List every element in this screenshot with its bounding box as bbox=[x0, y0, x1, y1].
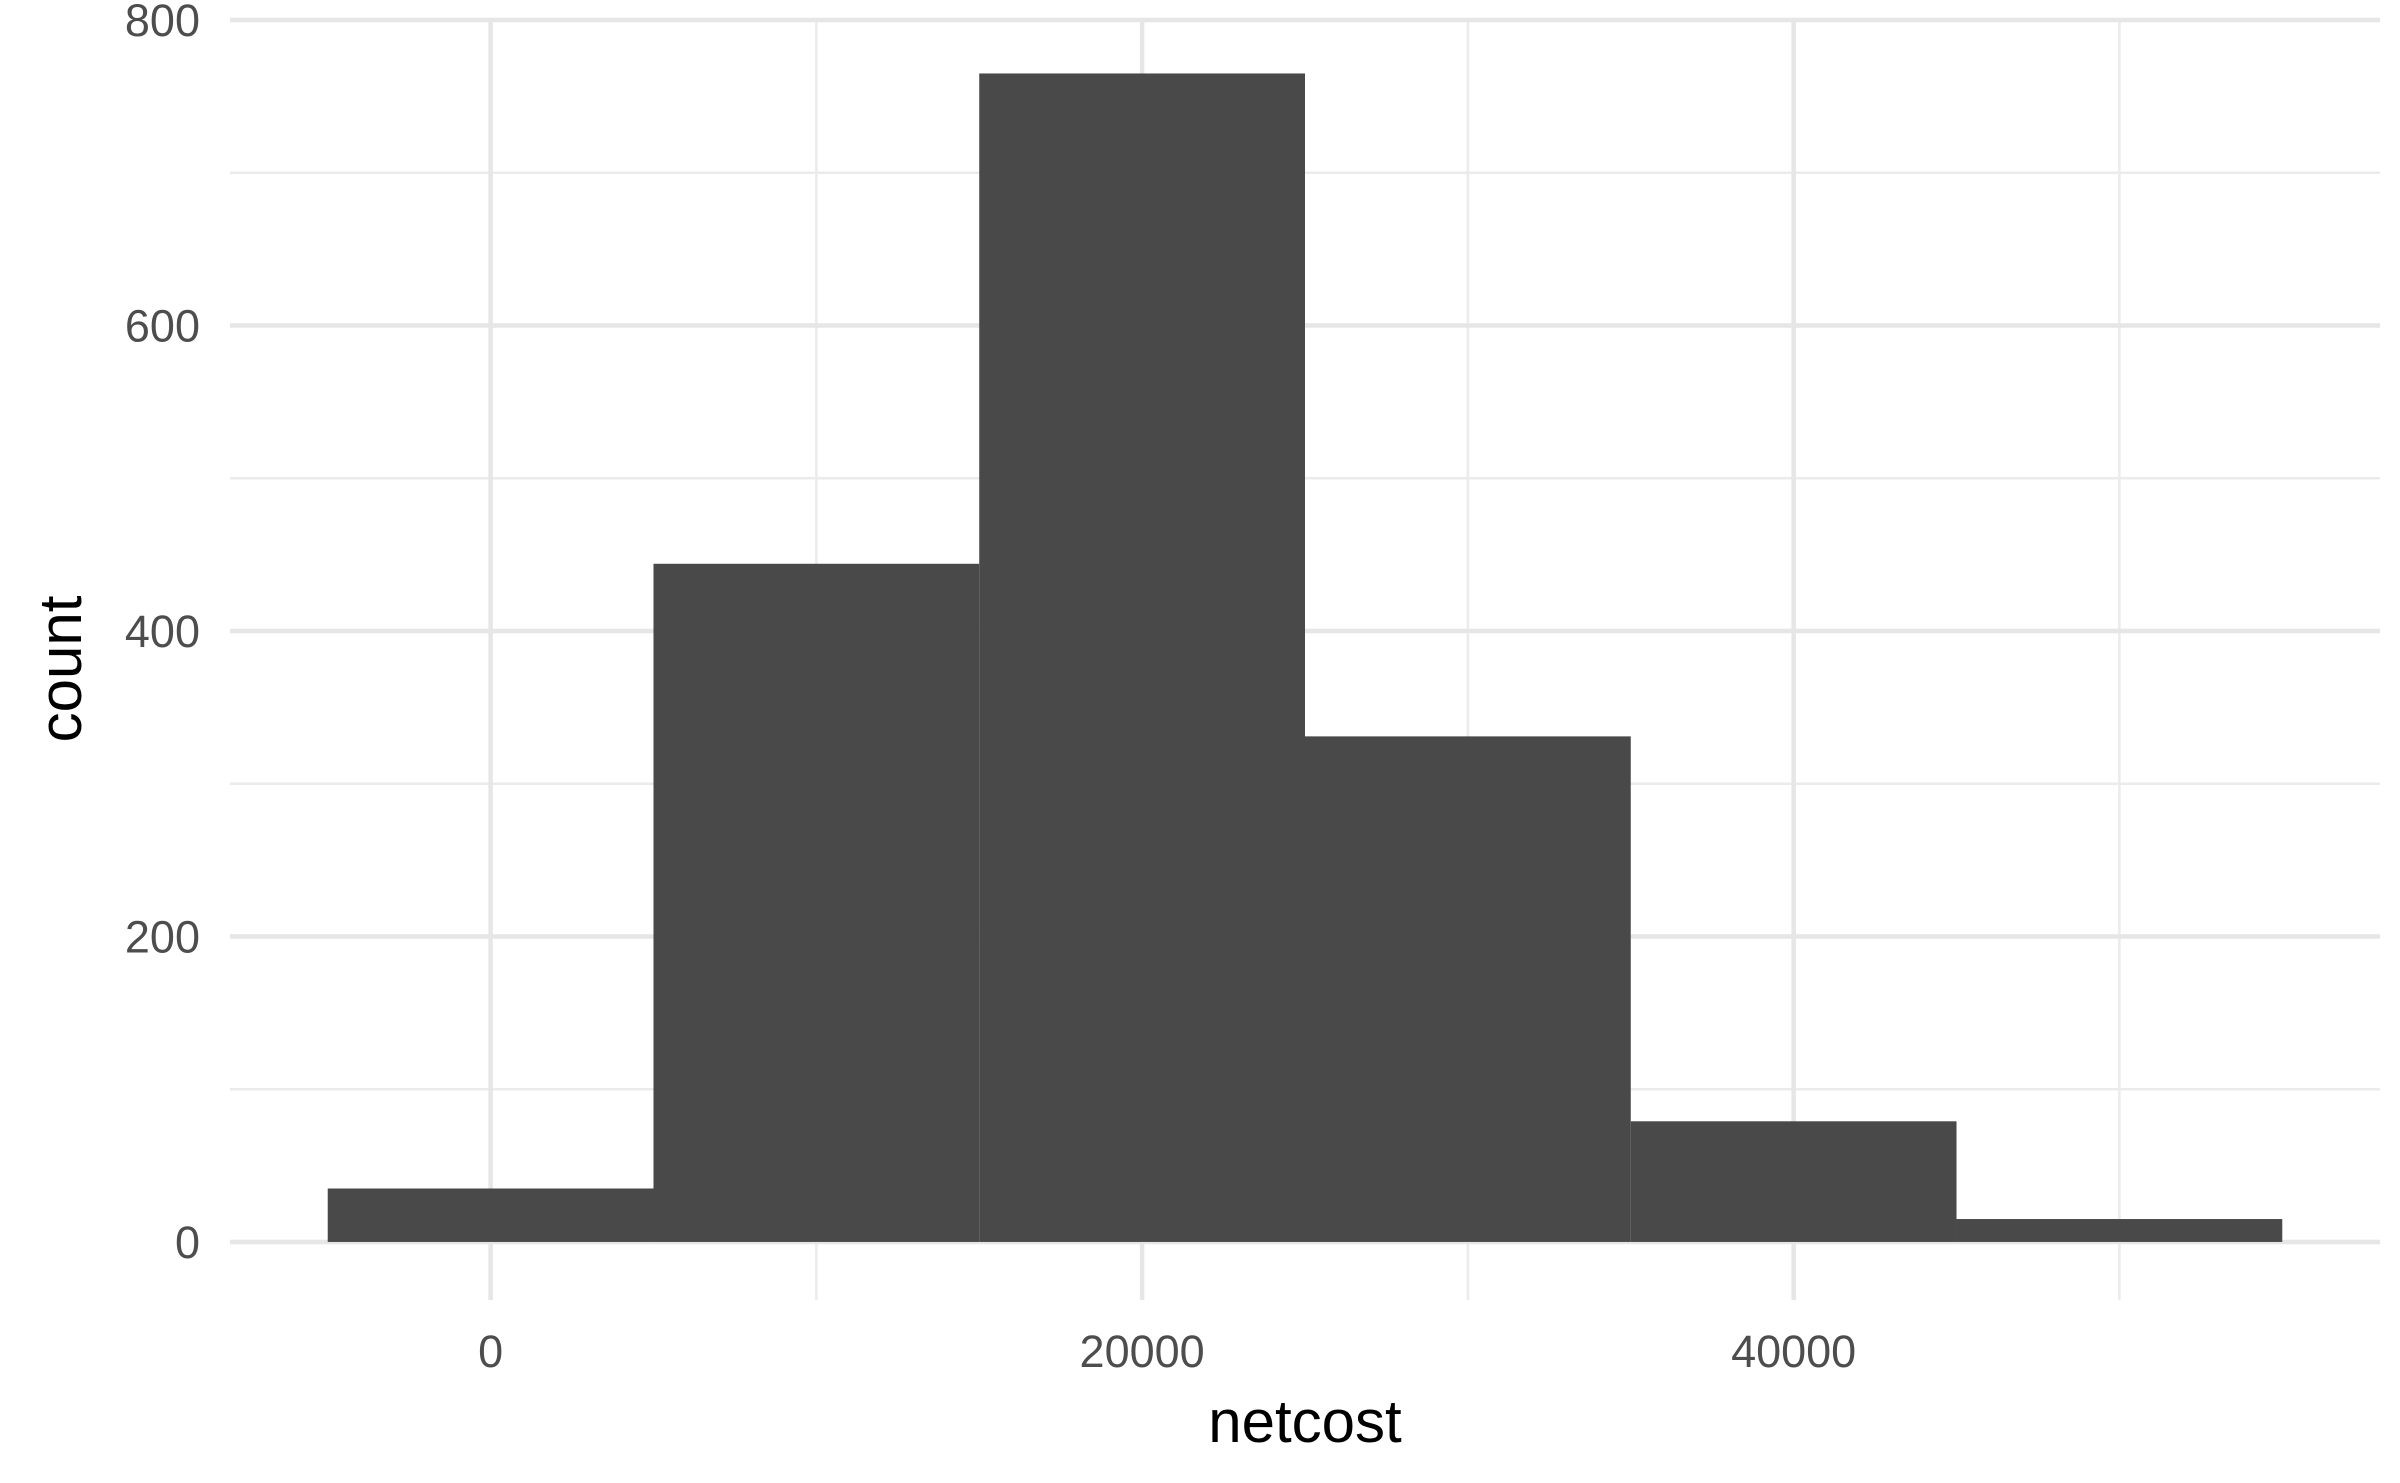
x-axis-title: netcost bbox=[1208, 1388, 1402, 1455]
y-tick-label: 200 bbox=[125, 911, 200, 962]
x-tick-label: 20000 bbox=[1080, 1326, 1205, 1377]
histogram-bar-5 bbox=[1956, 1219, 2283, 1242]
y-tick-label: 0 bbox=[175, 1217, 200, 1268]
histogram-bar-0 bbox=[327, 1188, 654, 1242]
histogram-bar-4 bbox=[1630, 1121, 1957, 1242]
histogram-bar-3 bbox=[1305, 736, 1631, 1242]
y-axis-tick-labels: 0 200 400 600 800 bbox=[125, 0, 200, 1268]
y-tick-label: 800 bbox=[125, 0, 200, 46]
x-axis-tick-labels: 0 20000 40000 bbox=[478, 1326, 1856, 1377]
y-tick-label: 600 bbox=[125, 300, 200, 351]
histogram-bar-2 bbox=[979, 73, 1305, 1242]
y-tick-label: 400 bbox=[125, 606, 200, 657]
y-axis-title: count bbox=[27, 595, 94, 742]
histogram-bars bbox=[327, 73, 2283, 1242]
histogram-bar-1 bbox=[653, 563, 980, 1242]
x-tick-label: 40000 bbox=[1731, 1326, 1856, 1377]
x-tick-label: 0 bbox=[478, 1326, 503, 1377]
